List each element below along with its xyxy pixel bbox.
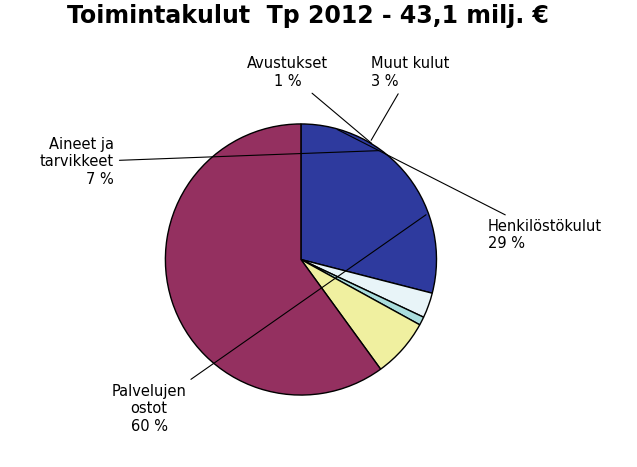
Text: Avustukset
1 %: Avustukset 1 % [247,56,371,143]
Wedge shape [166,124,381,395]
Wedge shape [301,260,433,317]
Text: Aineet ja
tarvikkeet
7 %: Aineet ja tarvikkeet 7 % [39,137,379,187]
Text: Henkilöstökulut
29 %: Henkilöstökulut 29 % [338,129,602,251]
Wedge shape [301,260,420,369]
Wedge shape [301,124,436,293]
Wedge shape [301,260,424,325]
Text: Muut kulut
3 %: Muut kulut 3 % [371,56,450,140]
Title: Toimintakulut  Tp 2012 - 43,1 milj. €: Toimintakulut Tp 2012 - 43,1 milj. € [67,4,548,28]
Text: Palvelujen
ostot
60 %: Palvelujen ostot 60 % [111,215,426,433]
